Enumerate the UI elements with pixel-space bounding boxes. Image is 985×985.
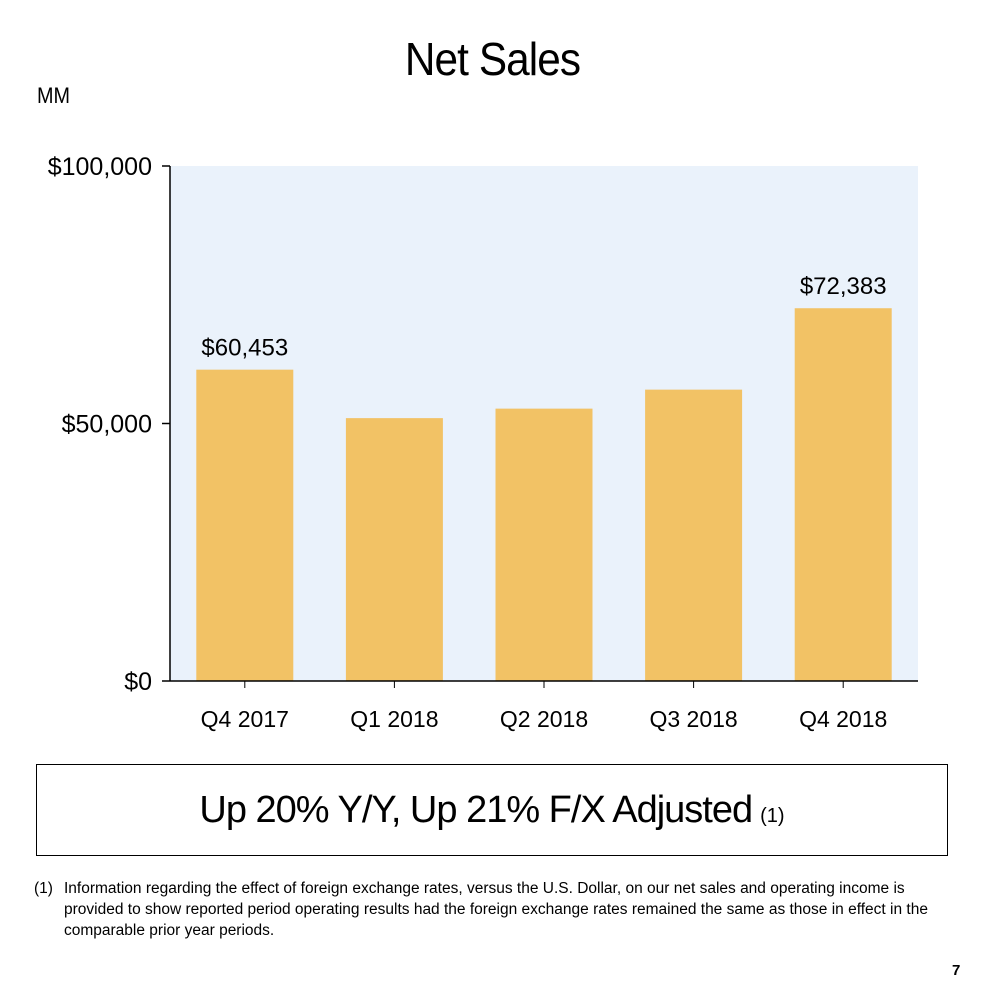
net-sales-bar-chart: $60,453 Q4 2017 Q1 2018 Q2 2018 Q3 2018 $72,3… [48,153,918,732]
chart-title: Net Sales [404,33,581,85]
footnote-marker: (1) [34,880,53,897]
bar [495,408,593,681]
bar [345,418,443,681]
data-label: $60,453 [201,335,288,362]
bar [645,389,743,681]
summary-callout: Up 20% Y/Y, Up 21% F/X Adjusted (1) [36,764,948,856]
y-tick-label: $0 [124,668,152,696]
callout-footnote-ref: (1) [760,804,785,827]
x-tick-label: Q2 2018 [500,706,588,732]
callout-text: Up 20% Y/Y, Up 21% F/X Adjusted [199,788,753,831]
y-tick-label: $50,000 [62,411,152,439]
y-tick-label: $100,000 [48,153,152,181]
x-tick-label: Q4 2018 [799,706,887,732]
x-tick-label: Q4 2017 [201,706,289,732]
footnote: (1) Information regarding the effect of … [34,878,964,941]
footnote-text: Information regarding the effect of fore… [64,880,928,939]
page-number: 7 [952,962,961,979]
bar [196,369,294,681]
bar [794,308,892,681]
unit-label: MM [37,83,70,108]
x-tick-label: Q1 2018 [350,706,438,732]
x-tick-label: Q3 2018 [649,706,737,732]
data-label: $72,383 [800,273,887,300]
